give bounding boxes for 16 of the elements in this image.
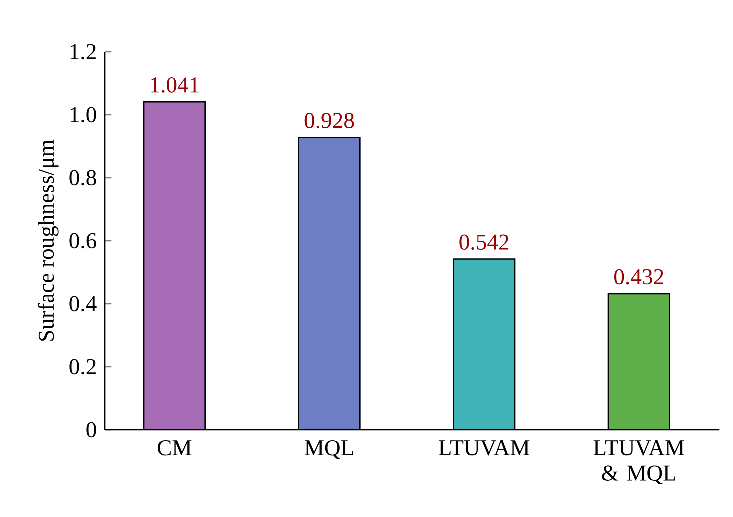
data-label: 0.542 xyxy=(460,234,509,250)
x-tick-label: LTUVAM xyxy=(439,440,530,456)
x-tick-label: LTUVAM & MQL xyxy=(594,440,684,484)
y-tick-label: 0.8 xyxy=(70,170,96,186)
y-tick-label: 1.2 xyxy=(70,44,96,60)
y-axis-title: Surface roughness/μm xyxy=(38,140,59,341)
y-tick-label: 1.0 xyxy=(70,107,96,123)
y-tick-label: 0.4 xyxy=(70,296,97,312)
y-tick-label: 0 xyxy=(86,422,96,438)
y-tick-label: 0.2 xyxy=(70,359,96,375)
data-label: 0.928 xyxy=(304,113,354,129)
x-tick-label: MQL xyxy=(304,440,354,460)
data-label: 1.041 xyxy=(151,78,199,93)
y-tick-label: 0.6 xyxy=(70,233,97,249)
x-tick-label: CM xyxy=(158,440,192,456)
data-label: 0.432 xyxy=(614,269,664,285)
